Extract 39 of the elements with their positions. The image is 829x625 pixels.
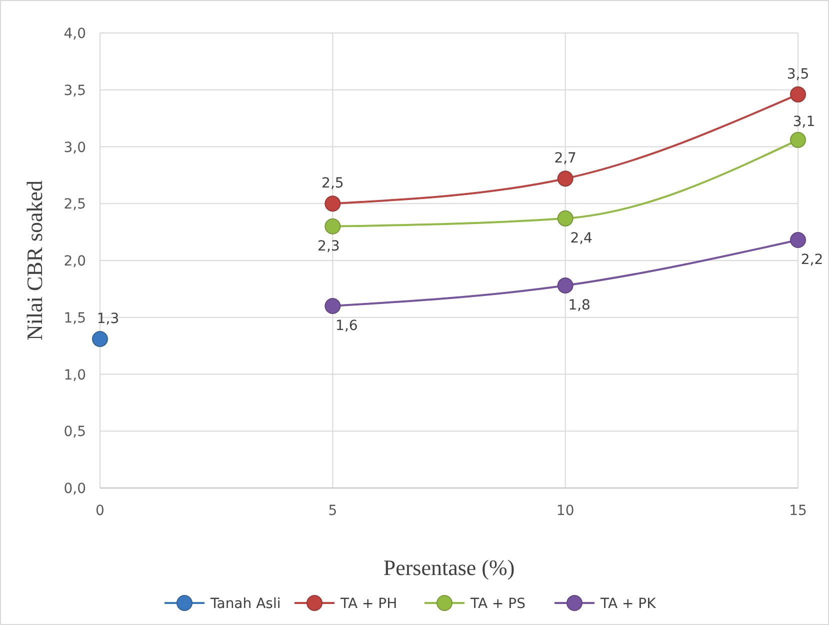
- data-label: 3,5: [786, 66, 810, 82]
- y-tick-label: 2,0: [64, 254, 86, 270]
- data-label: 2,4: [570, 230, 593, 246]
- point: [557, 278, 574, 294]
- point: [790, 86, 806, 102]
- data-label: 1,3: [96, 310, 120, 327]
- x-tick-label: 15: [789, 503, 807, 519]
- point: [557, 170, 574, 187]
- data-label: 2,3: [318, 238, 340, 254]
- y-tick-label: 3,5: [64, 82, 86, 99]
- data-label: 1,6: [336, 318, 358, 334]
- data-label: 2,7: [554, 150, 576, 167]
- point: [790, 232, 806, 248]
- data-label: 2,2: [800, 252, 824, 268]
- y-tick-label: 0,5: [64, 424, 86, 440]
- point: [92, 330, 108, 347]
- legend-label: Tanah Asli: [210, 596, 281, 612]
- x-tick-label: 0: [96, 503, 104, 519]
- data-label: 2,5: [322, 176, 344, 192]
- point: [790, 132, 806, 148]
- point: [324, 298, 341, 314]
- y-tick-label: 1,5: [64, 310, 86, 326]
- y-tick-label: 4,0: [64, 26, 86, 42]
- legend-label: TA + PS: [470, 596, 526, 612]
- y-tick-label: 2,5: [64, 196, 86, 213]
- point: [557, 210, 574, 226]
- data-label: 3,1: [792, 114, 816, 130]
- y-axis-title: Nilai CBR soaked: [22, 180, 47, 341]
- point: [324, 196, 341, 212]
- y-tick-label: 1,0: [64, 367, 86, 384]
- y-tick-label: 3,0: [64, 140, 86, 156]
- y-tick-label: 0,0: [64, 481, 86, 497]
- x-axis-title: Persentase (%): [383, 555, 515, 580]
- legend-label: TA + PK: [600, 596, 657, 612]
- legend-label: TA + PH: [340, 596, 398, 612]
- x-tick-label: 5: [328, 503, 338, 519]
- data-label: 1,8: [568, 298, 590, 314]
- point: [324, 218, 341, 234]
- x-tick-label: 10: [556, 503, 574, 519]
